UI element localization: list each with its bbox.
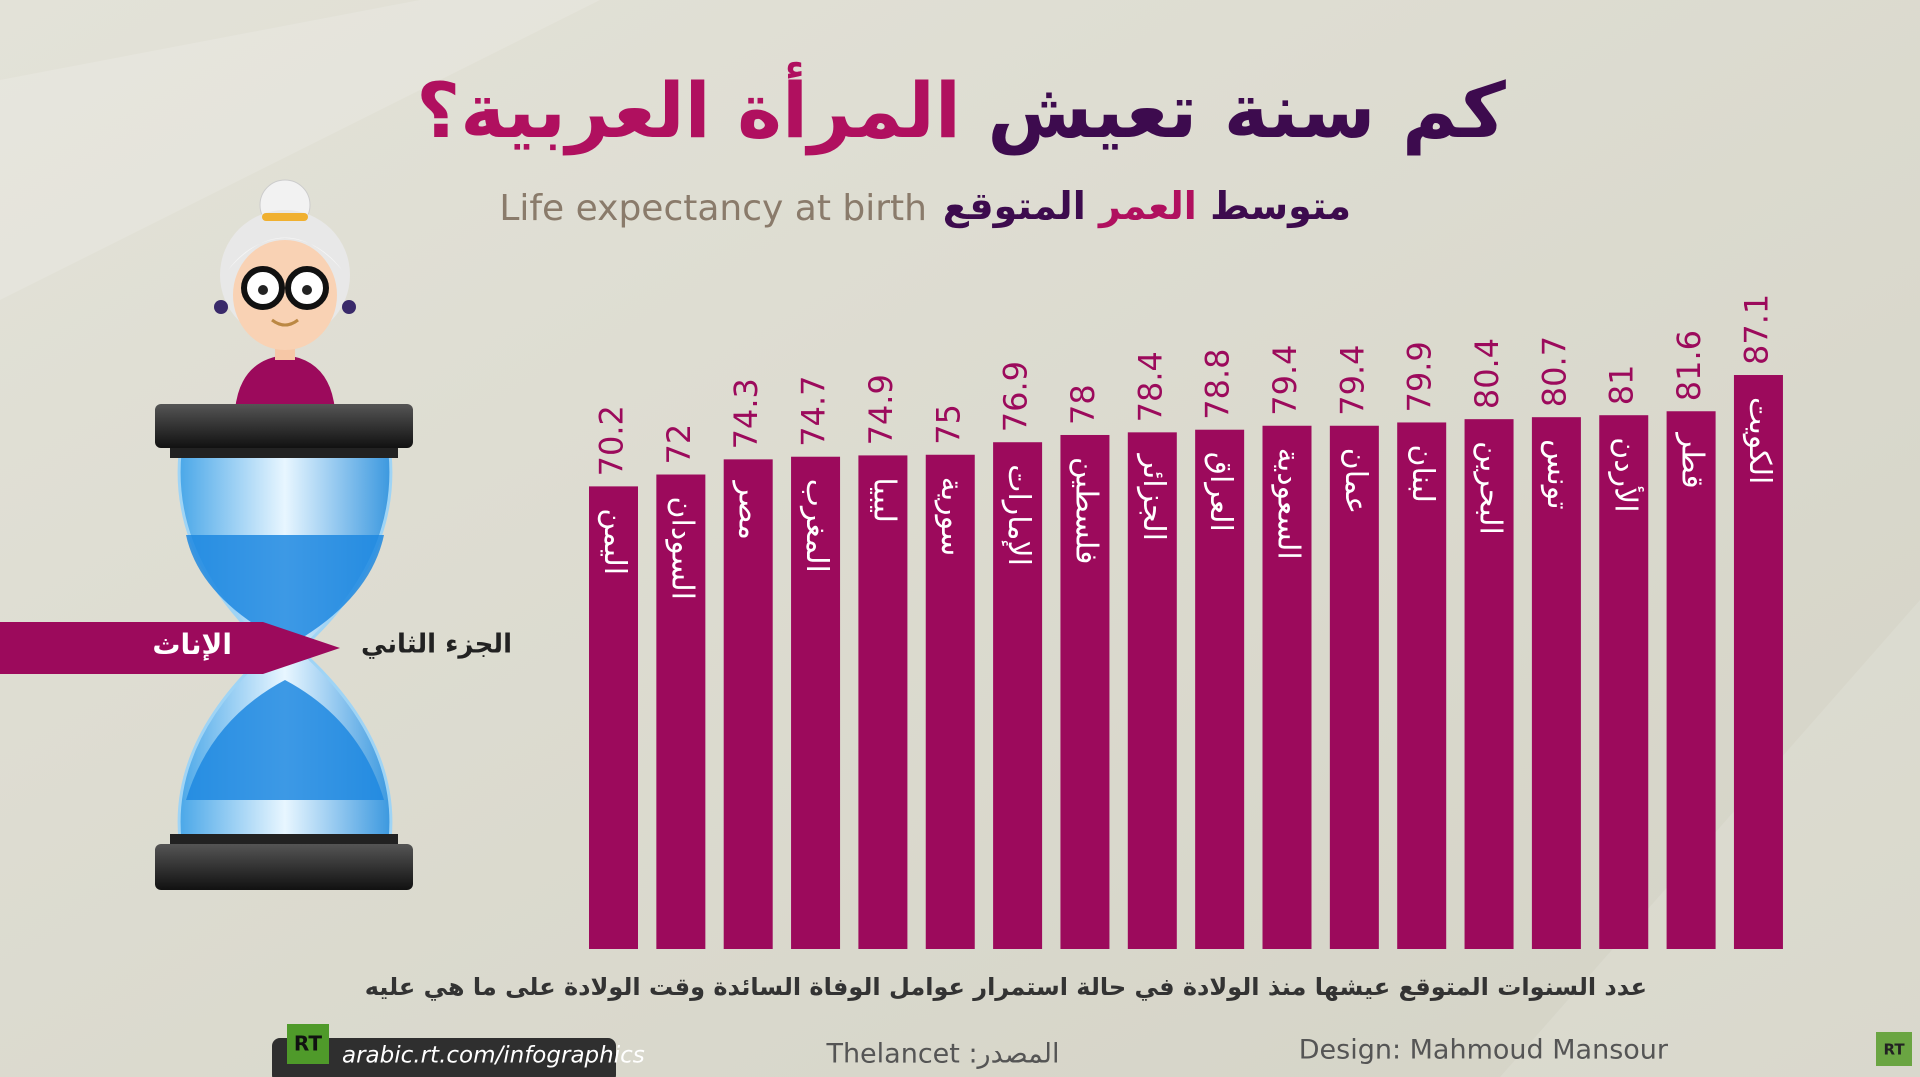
value-label: 76.9 [997,361,1035,432]
chart-title: كم سنة تعيش المرأة العربية؟ [416,61,1506,156]
bar [1666,411,1716,950]
category-label: فلسطين [1068,457,1103,565]
bars: 70.2 اليمن 72 السودان 74.3 مصر 74.7 المغرب 74.9 ل… [589,294,1783,950]
value-label: 78.8 [1199,348,1237,419]
category-label: البحرين [1473,441,1508,535]
woman-illustration [214,179,356,410]
title-part: كم سنة تعيش [987,66,1506,156]
bar [1733,375,1783,949]
category-label: اليمن [597,508,632,575]
value-label: 79.9 [1401,341,1439,412]
website-box [272,1038,616,1077]
category-label: سورية [934,477,969,557]
category-label: الإمارات [1001,464,1036,566]
value-label: 74.9 [862,374,900,445]
category-label: ليبيا [866,477,901,522]
website: arabic.rt.com/infographics [342,1043,645,1069]
category-label: الكويت [1742,397,1777,484]
value-label: 74.3 [727,378,765,449]
value-label: 78.4 [1131,351,1169,422]
bar [1329,425,1379,949]
category-label: العراق [1203,452,1238,532]
bar [858,455,908,949]
banner [0,622,340,674]
bar [1599,415,1649,950]
value-label: 81.6 [1670,330,1708,401]
value-label: 81 [1603,364,1641,405]
bar [791,456,841,949]
bar [925,454,975,949]
logo-box [287,1024,329,1064]
bar [1127,432,1177,949]
subtitle-en: Life expectancy at birth [499,188,927,229]
bar [1262,425,1312,949]
bar [1397,422,1447,950]
category-label: عمان [1338,448,1373,514]
bar [1531,417,1581,949]
bar [1464,419,1514,949]
banner-label: الإناث [152,628,232,661]
category-label: المغرب [799,479,834,573]
value-label: 79.4 [1266,345,1304,416]
design-credit: Design: Mahmoud Mansour [1299,1035,1669,1066]
category-label: الجزائر [1136,452,1171,541]
category-label: قطر [1675,431,1710,489]
category-label: مصر [732,479,767,540]
title-part: المرأة العربية؟ [416,61,961,156]
subtitle-part: العمر [1097,184,1197,228]
part-label: الجزء الثاني [361,630,512,660]
category-label: الأردن [1607,437,1645,512]
subtitle-part: المتوقع [943,184,1086,228]
category-label: السودان [664,497,699,600]
value-label: 80.7 [1535,336,1573,407]
value-label: 87.1 [1737,294,1775,365]
note: عدد السنوات المتوقع عيشها منذ الولادة في… [365,973,1647,1001]
value-label: 72 [660,424,698,465]
bg-shape [0,0,600,300]
value-label: 80.4 [1468,338,1506,409]
category-label: السعودية [1271,448,1306,560]
category-label: تونس [1540,439,1575,509]
value-label: 75 [929,404,967,445]
bar [993,442,1043,949]
category-label: لبنان [1405,444,1440,502]
logo-box [1876,1032,1912,1066]
bar [1060,434,1110,950]
value-label: 79.4 [1333,345,1371,416]
logo: RT [1883,1041,1905,1059]
bar [1195,429,1245,949]
source: المصدر: Thelancet [825,1039,1059,1070]
value-label: 78 [1064,384,1102,425]
logo: RT [294,1032,323,1056]
subtitle-part: متوسط [1210,184,1351,228]
value-label: 74.7 [795,375,833,446]
subtitle: متوسط العمر المتوقع [943,184,1351,228]
value-label: 70.2 [593,405,631,476]
bar [589,486,638,949]
bar [656,474,706,949]
bar [723,459,773,949]
